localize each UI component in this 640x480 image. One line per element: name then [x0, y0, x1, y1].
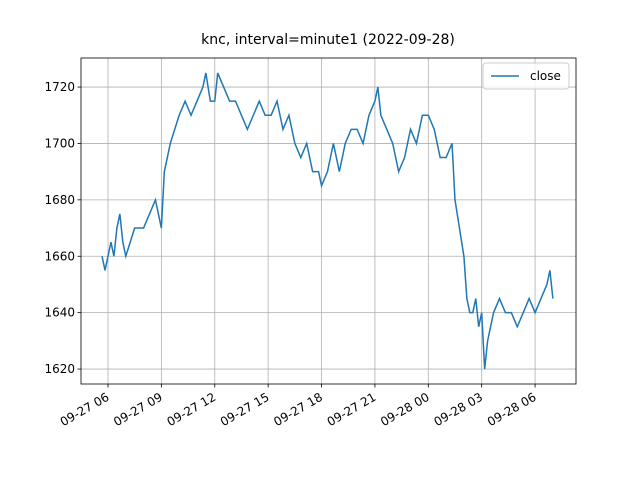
y-tick-label: 1680	[44, 193, 75, 207]
y-tick-label: 1620	[44, 362, 75, 376]
chart-title: knc, interval=minute1 (2022-09-28)	[201, 32, 455, 48]
y-tick-label: 1700	[44, 136, 75, 150]
line-series	[101, 72, 554, 370]
legend: close	[482, 62, 570, 90]
y-tick-label: 1640	[44, 306, 75, 320]
legend-box	[482, 62, 570, 90]
y-tick-label: 1720	[44, 80, 75, 94]
y-tick-label: 1660	[44, 249, 75, 263]
plot-frame	[80, 57, 577, 385]
legend-label: close	[530, 69, 561, 83]
